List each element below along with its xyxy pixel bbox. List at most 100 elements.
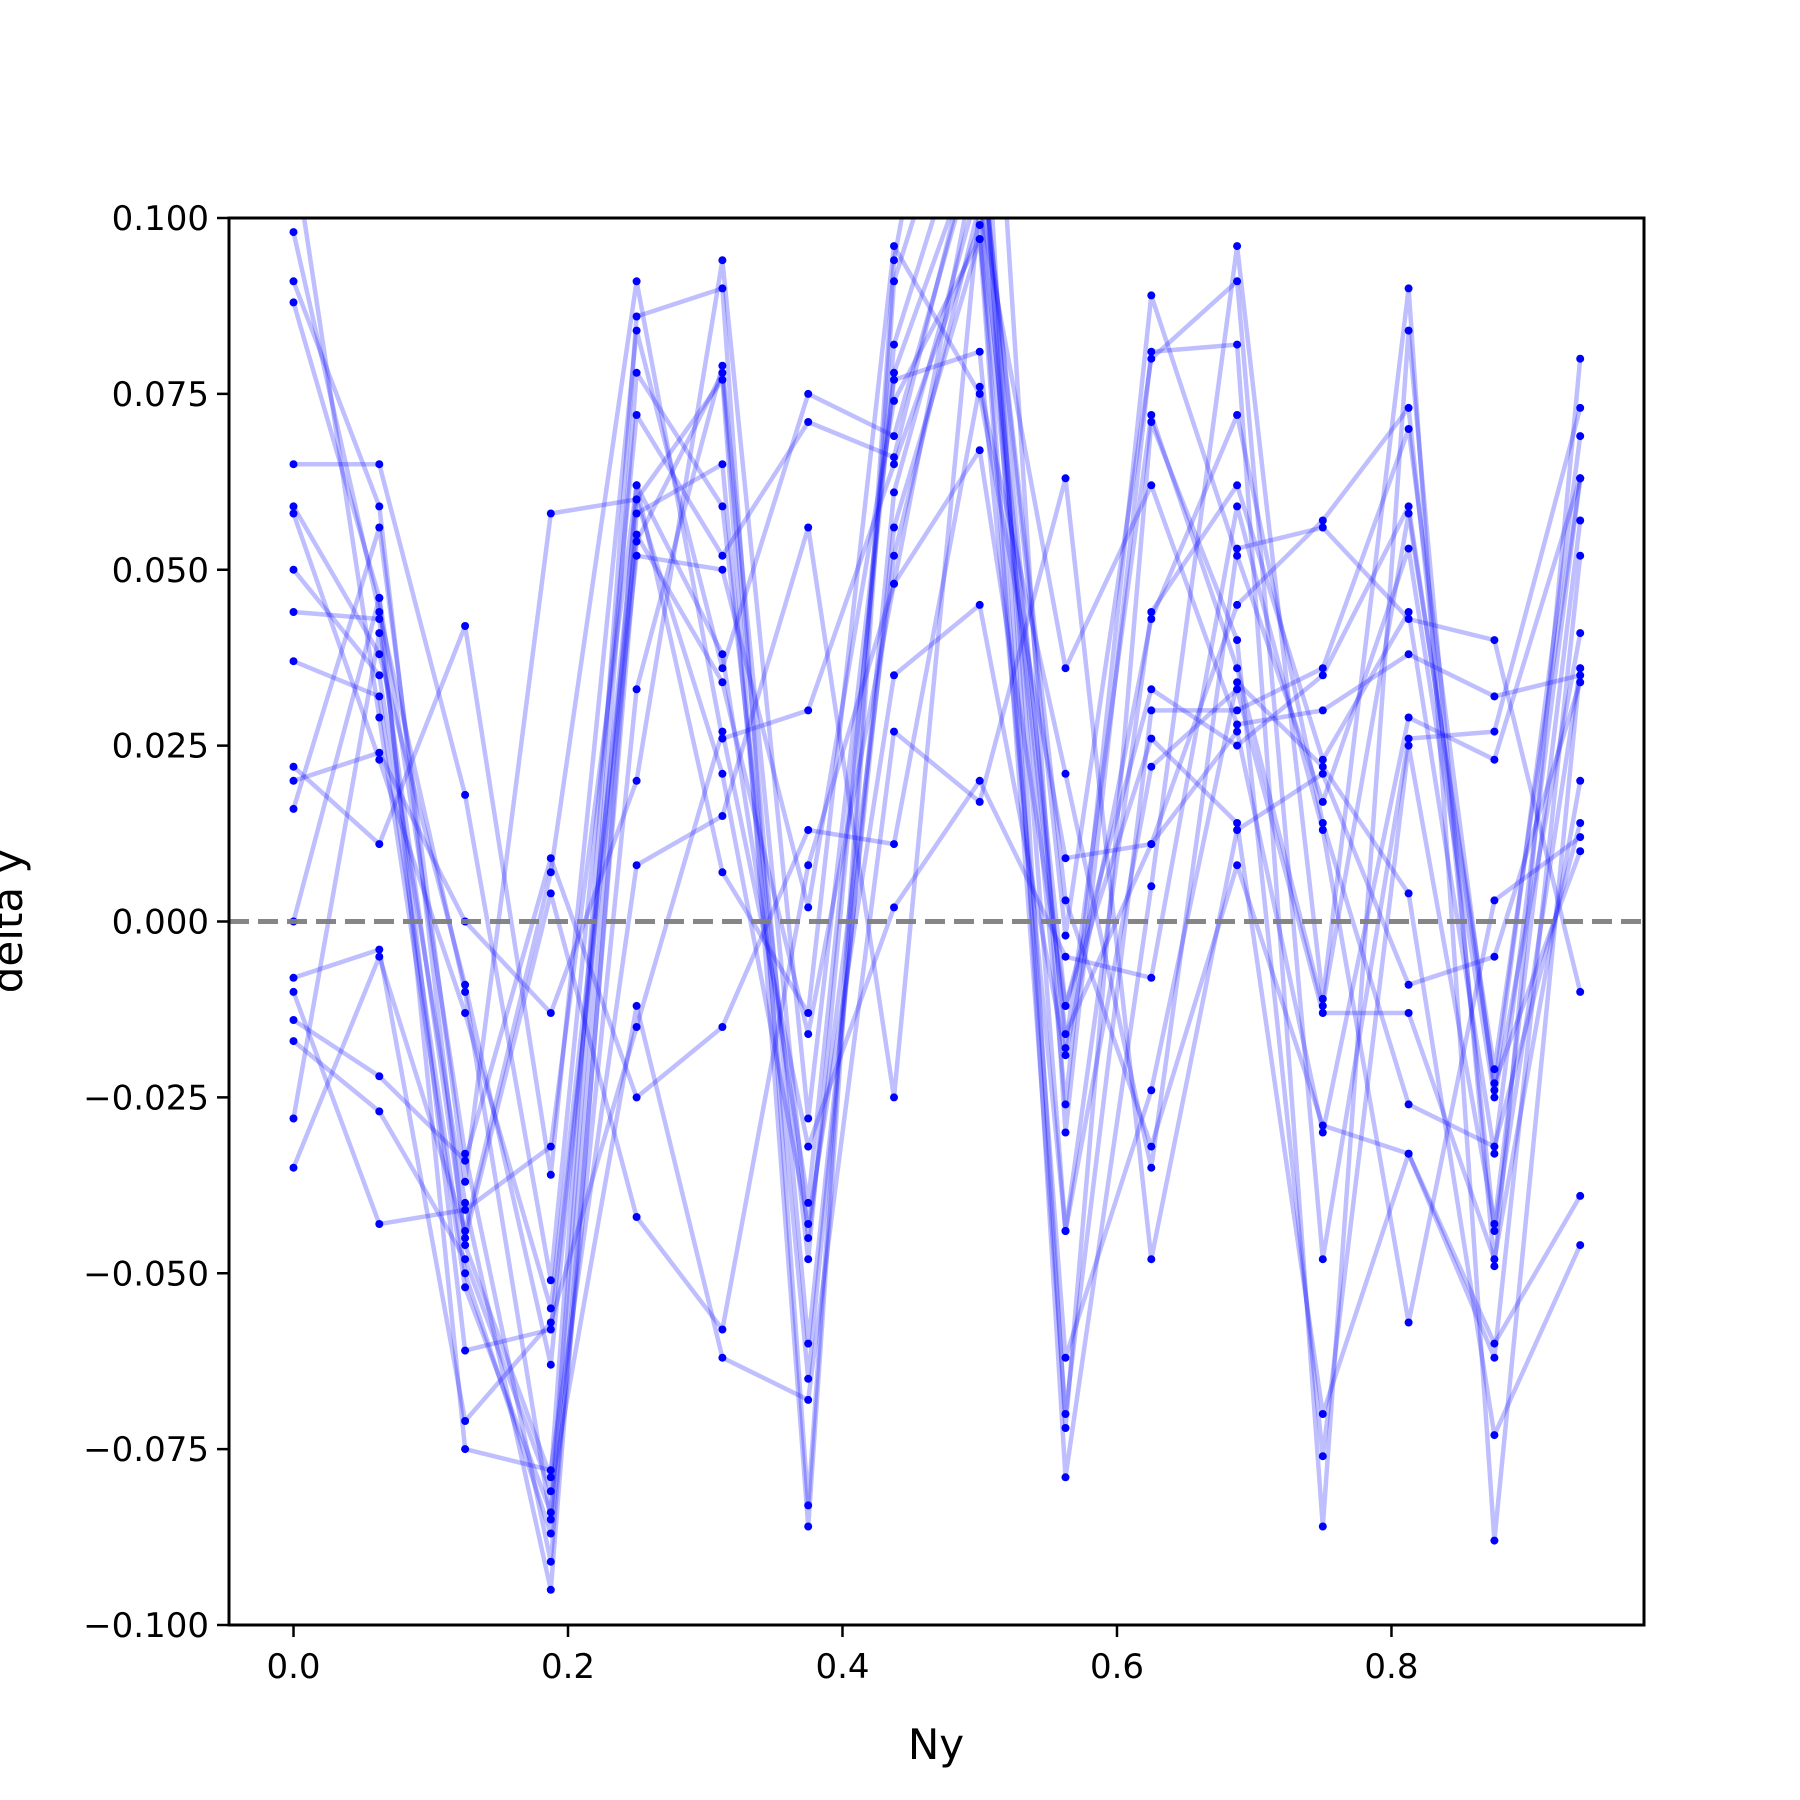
y-axis: −0.100 −0.075 −0.050 −0.025 0.000 0.025 0.050 0… — [83, 199, 229, 1646]
data-point-18-0 — [289, 1163, 298, 1172]
data-point-17-2 — [461, 1234, 470, 1243]
data-point-13-9 — [1061, 952, 1070, 961]
data-point-14-5 — [718, 868, 727, 877]
data-point-3-5 — [718, 551, 727, 560]
data-point-15-5 — [718, 1023, 727, 1031]
data-point-7-0 — [289, 608, 298, 616]
data-point-18-9 — [1061, 1353, 1070, 1362]
data-point-19-15 — [1576, 664, 1585, 673]
data-point-18-10 — [1147, 1086, 1156, 1095]
data-point-2-14 — [1490, 1086, 1499, 1095]
data-point-17-1 — [375, 629, 384, 638]
data-point-9-6 — [804, 389, 813, 398]
data-point-9-0 — [289, 762, 298, 771]
data-point-5-1 — [375, 755, 384, 764]
data-point-6-12 — [1318, 797, 1327, 806]
data-point-0-7 — [890, 368, 898, 377]
data-point-0-12 — [1318, 1001, 1327, 1010]
series-line-19 — [301, 218, 1583, 1543]
data-point-8-6 — [804, 1234, 813, 1243]
data-point-6-14 — [1490, 1093, 1499, 1102]
data-point-13-11 — [1233, 502, 1242, 511]
x-tick-label-4: 0.8 — [1364, 1647, 1418, 1687]
data-point-7-5 — [718, 565, 727, 574]
y-tick-label-3: −0.025 — [83, 1078, 209, 1118]
data-point-12-4 — [632, 861, 641, 870]
data-point-8-10 — [1147, 481, 1156, 490]
data-point-6-10 — [1147, 291, 1156, 300]
data-point-16-7 — [890, 727, 898, 736]
data-point-3-3 — [546, 1276, 555, 1285]
data-point-3-11 — [1233, 481, 1242, 490]
data-point-8-15 — [1576, 671, 1585, 680]
data-point-13-2 — [461, 1417, 470, 1425]
y-tick-label-0: −0.100 — [83, 1606, 209, 1646]
data-point-14-2 — [461, 1205, 470, 1214]
data-point-10-4 — [632, 776, 641, 785]
data-point-2-3 — [546, 1557, 555, 1566]
series-line-3 — [293, 218, 1583, 1283]
data-point-7-9 — [1061, 1030, 1070, 1039]
data-point-17-9 — [1061, 896, 1070, 905]
data-point-13-7 — [890, 903, 898, 912]
data-point-0-9 — [1061, 1044, 1070, 1053]
data-point-1-11 — [1233, 340, 1242, 349]
data-point-12-6 — [804, 523, 813, 532]
data-point-16-4 — [632, 1001, 641, 1010]
data-point-8-4 — [632, 685, 641, 694]
data-point-7-4 — [632, 551, 641, 560]
data-point-4-6 — [804, 1522, 813, 1531]
data-point-9-10 — [1147, 354, 1156, 363]
data-point-15-11 — [1233, 544, 1242, 553]
data-point-6-15 — [1576, 629, 1585, 638]
x-axis: 0.0 0.2 0.4 0.6 0.8 — [266, 1625, 1419, 1687]
data-point-11-15 — [1576, 819, 1585, 827]
series-line-12 — [291, 218, 1583, 1473]
data-point-3-0 — [289, 460, 298, 469]
data-point-19-13 — [1404, 284, 1413, 293]
data-point-15-14 — [1490, 636, 1499, 645]
data-point-14-10 — [1147, 840, 1156, 849]
data-point-15-4 — [632, 1093, 641, 1102]
data-point-13-1 — [375, 945, 384, 954]
series-line-9 — [291, 218, 1583, 1262]
x-tick-label-3: 0.6 — [1090, 1647, 1144, 1687]
data-point-12-14 — [1490, 1079, 1499, 1088]
data-point-12-5 — [718, 812, 727, 820]
data-point-13-4 — [632, 1023, 641, 1031]
data-point-17-5 — [718, 1325, 727, 1334]
data-point-19-5 — [718, 502, 727, 511]
data-point-7-1 — [375, 615, 384, 623]
data-point-2-2 — [461, 1149, 470, 1158]
data-point-1-12 — [1318, 1522, 1327, 1531]
data-point-16-14 — [1490, 952, 1499, 961]
data-point-14-15 — [1576, 474, 1585, 483]
data-point-1-1 — [375, 502, 384, 511]
data-point-6-6 — [804, 1374, 813, 1383]
data-point-19-12 — [1318, 994, 1327, 1003]
data-point-16-1 — [375, 1107, 384, 1116]
data-point-6-0 — [289, 565, 298, 574]
data-point-11-6 — [804, 1220, 813, 1228]
data-point-17-12 — [1318, 1121, 1327, 1130]
data-point-11-0 — [289, 804, 298, 813]
data-point-10-5 — [718, 256, 727, 265]
data-point-4-5 — [718, 375, 727, 384]
data-point-17-6 — [804, 861, 813, 870]
data-point-12-3 — [546, 1466, 555, 1475]
series-line-18 — [291, 222, 1583, 1438]
x-axis-label: Ny — [908, 1720, 964, 1769]
data-point-0-6 — [804, 1198, 813, 1207]
data-point-15-6 — [804, 826, 813, 834]
data-point-13-13 — [1404, 1318, 1413, 1327]
data-point-0-3 — [546, 1515, 555, 1524]
data-point-0-13 — [1404, 509, 1413, 518]
data-point-0-2 — [461, 987, 470, 996]
data-point-7-13 — [1404, 403, 1413, 412]
data-point-15-15 — [1576, 987, 1585, 996]
series-layer — [289, 218, 1585, 1594]
data-point-12-12 — [1318, 671, 1327, 680]
y-tick-label-2: −0.050 — [83, 1254, 209, 1294]
data-point-7-14 — [1490, 1227, 1499, 1235]
data-point-11-1 — [375, 523, 384, 532]
